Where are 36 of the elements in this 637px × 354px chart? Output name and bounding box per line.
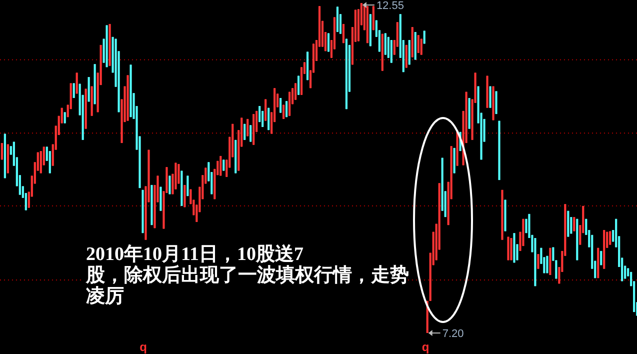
candlestick <box>282 104 285 120</box>
candlestick <box>609 230 612 246</box>
candlestick <box>537 254 540 270</box>
annotation: 12.55 <box>376 0 404 12</box>
candlestick <box>76 72 78 94</box>
candlestick <box>48 150 51 174</box>
candlestick <box>286 100 288 118</box>
candlestick <box>258 106 261 123</box>
candlestick <box>297 75 300 96</box>
candlestick <box>262 110 264 128</box>
candlestick <box>573 216 576 232</box>
text: q <box>140 340 147 354</box>
annotation: 7.20 <box>442 328 464 340</box>
candlestick <box>0 142 3 160</box>
candlestick <box>222 159 225 172</box>
text: q <box>422 340 430 354</box>
annotation: 2010年10月11日，10股送7股，除权后出现了一波填权行情，走势凌厉 <box>85 244 409 307</box>
candlestick <box>64 112 66 124</box>
candlestick <box>327 32 330 52</box>
candlestick <box>250 124 252 142</box>
candlestick <box>72 82 75 98</box>
candlestick <box>390 40 392 64</box>
candlestick <box>384 32 386 56</box>
candlestick <box>186 175 189 197</box>
candlestick <box>280 97 282 114</box>
candlestick <box>510 238 512 261</box>
candlestick <box>244 123 246 140</box>
candlestick <box>495 90 498 115</box>
candlestick <box>168 175 171 195</box>
candlestick <box>420 38 422 56</box>
candlestick <box>405 44 408 68</box>
candlestick <box>264 98 267 122</box>
candlestick <box>40 150 42 174</box>
candlestick <box>417 34 420 54</box>
candlestick <box>489 86 492 108</box>
candlestick <box>294 82 297 100</box>
